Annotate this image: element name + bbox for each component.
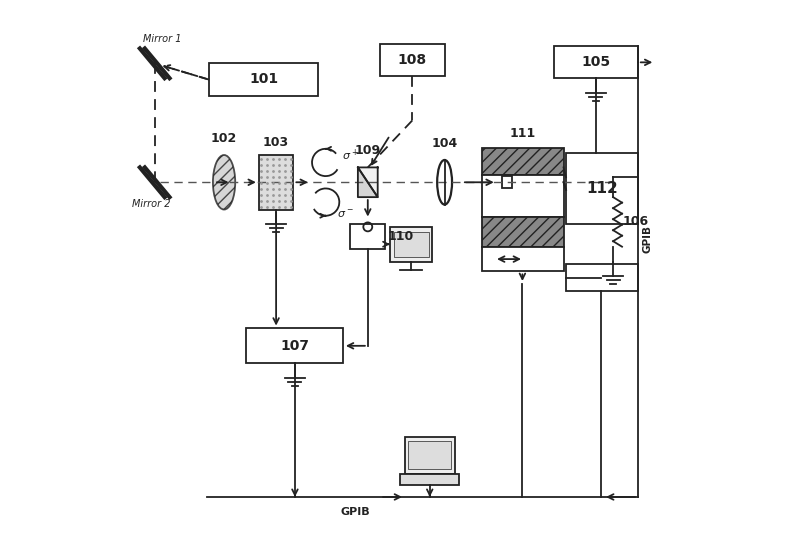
Text: GPIB: GPIB: [643, 225, 653, 253]
Text: 111: 111: [510, 127, 535, 140]
Text: 101: 101: [249, 73, 278, 87]
Text: 110: 110: [388, 230, 414, 243]
Bar: [394, 232, 429, 257]
Bar: [405, 436, 454, 473]
Text: 104: 104: [431, 137, 458, 150]
Bar: [482, 217, 563, 247]
Bar: [482, 247, 563, 272]
Bar: [350, 224, 385, 249]
Bar: [502, 176, 511, 188]
Text: 109: 109: [354, 145, 381, 158]
Text: 107: 107: [280, 339, 309, 353]
Text: 102: 102: [211, 132, 237, 145]
Bar: [566, 264, 638, 291]
Bar: [380, 44, 445, 76]
Bar: [390, 227, 432, 261]
Bar: [554, 46, 638, 78]
Polygon shape: [358, 167, 378, 197]
Bar: [210, 63, 318, 96]
Bar: [246, 329, 343, 363]
Text: Mirror 1: Mirror 1: [143, 33, 182, 44]
Bar: [409, 442, 451, 469]
Bar: [400, 473, 459, 485]
Text: 105: 105: [581, 55, 610, 69]
Ellipse shape: [213, 155, 235, 209]
Text: 106: 106: [623, 215, 649, 229]
Bar: [258, 155, 294, 209]
Bar: [566, 153, 638, 224]
Text: Mirror 2: Mirror 2: [132, 199, 171, 209]
Text: $\sigma^+$: $\sigma^+$: [342, 148, 358, 163]
Text: GPIB: GPIB: [341, 507, 370, 517]
Bar: [482, 175, 563, 217]
Bar: [482, 147, 563, 175]
Text: 103: 103: [263, 136, 289, 148]
Text: 108: 108: [398, 53, 427, 67]
Text: 112: 112: [586, 181, 618, 196]
Text: $\sigma^-$: $\sigma^-$: [337, 209, 354, 220]
Polygon shape: [358, 167, 378, 197]
